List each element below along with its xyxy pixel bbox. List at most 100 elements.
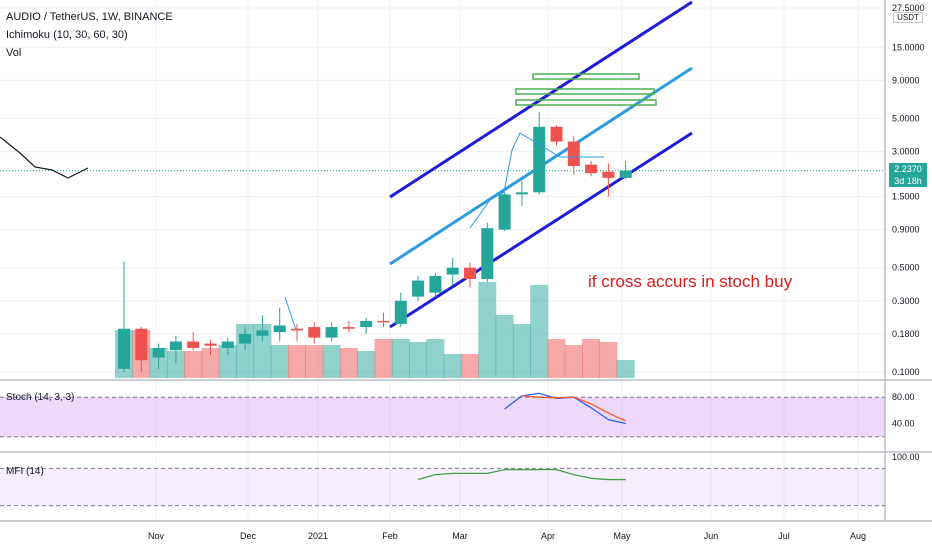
candle-body — [256, 330, 269, 336]
volume-bar — [253, 324, 272, 378]
volume-bar — [616, 360, 635, 378]
lagging-span-line — [0, 136, 89, 179]
candle-body — [169, 341, 182, 351]
candle-body — [412, 280, 425, 297]
volume-bar — [599, 342, 618, 378]
price-tick-label: 0.1800 — [892, 329, 920, 339]
stoch-label[interactable]: Stoch (14, 3, 3) — [6, 392, 75, 403]
price-tick-label: 27.5000 — [892, 3, 925, 13]
candle-body — [239, 333, 252, 344]
x-tick-label: May — [613, 531, 631, 541]
candle-body — [221, 341, 234, 348]
volume-bar — [512, 324, 531, 378]
candle-body — [308, 327, 321, 338]
candle-body — [429, 275, 442, 293]
candle-body — [187, 341, 200, 348]
target-box — [515, 88, 655, 95]
volume-bar — [582, 339, 601, 378]
candle-body — [550, 126, 563, 142]
volume-bar — [443, 354, 462, 378]
mfi-label[interactable]: MFI (14) — [6, 466, 44, 477]
channel-lower-line — [389, 131, 693, 329]
target-box — [532, 73, 640, 80]
annotation-text: if cross accurs in stoch buy — [588, 272, 793, 291]
candle-body — [464, 267, 476, 279]
candle-body — [498, 194, 511, 230]
candle-body — [377, 320, 390, 323]
target-box — [515, 99, 657, 106]
mfi-tick-label: 100.00 — [892, 452, 920, 462]
volume-bar — [478, 282, 497, 378]
price-tick-label: 0.1000 — [892, 367, 920, 377]
volume-bar — [166, 351, 185, 378]
volume-bar — [201, 348, 220, 378]
candle-body — [118, 328, 130, 369]
candle-body — [204, 343, 217, 346]
price-tick-label: 5.0000 — [892, 113, 920, 123]
volume-bar — [426, 339, 445, 378]
x-tick-label: Nov — [148, 531, 165, 541]
x-tick-label: Dec — [240, 531, 257, 541]
price-tick-label: 1.5000 — [892, 192, 920, 202]
volume-bar — [218, 345, 237, 378]
price-tick-label: 0.9000 — [892, 225, 920, 235]
candle-body — [135, 328, 148, 361]
candle-body — [619, 170, 632, 178]
stoch-tick-label: 40.00 — [892, 419, 915, 429]
candle-body — [585, 164, 598, 174]
price-tick-label: 3.0000 — [892, 147, 920, 157]
candle-body — [515, 192, 528, 195]
volume-bar — [184, 351, 203, 378]
price-tick-label: 0.3000 — [892, 296, 920, 306]
vol-label[interactable]: Vol — [6, 47, 22, 59]
currency-badge[interactable]: USDT — [893, 12, 923, 23]
x-tick-label: 2021 — [308, 531, 328, 541]
volume-bar — [288, 345, 306, 378]
volume-bar — [391, 339, 410, 378]
volume-bar — [564, 345, 583, 378]
volume-bar — [530, 285, 549, 378]
stoch-tick-label: 80.00 — [892, 392, 915, 402]
stoch-d-line — [521, 395, 626, 422]
price-tick-label: 15.0000 — [892, 42, 925, 52]
volume-bar — [495, 315, 514, 378]
candle-body — [273, 325, 286, 333]
ichimoku-label[interactable]: Ichimoku (10, 30, 60, 30) — [6, 29, 128, 41]
candle-body — [394, 300, 407, 324]
stoch-band — [0, 397, 885, 437]
volume-bar — [409, 342, 428, 378]
volume-bar — [357, 351, 376, 378]
candle-body — [602, 171, 615, 178]
volume-bar — [270, 345, 289, 378]
volume-bar — [461, 354, 479, 378]
volume-bar — [322, 345, 341, 378]
last-price-tag: 2.2370 — [889, 163, 927, 175]
x-tick-label: Apr — [541, 531, 555, 541]
volume-bars — [115, 282, 635, 378]
volume-bar — [305, 345, 324, 378]
candle-body — [533, 126, 546, 193]
candle-body — [152, 347, 165, 358]
x-tick-label: Mar — [452, 531, 468, 541]
grid — [0, 0, 885, 520]
conversion-line — [469, 132, 604, 229]
candle-body — [360, 320, 373, 328]
price-tick-label: 9.0000 — [892, 75, 920, 85]
x-tick-label: Aug — [850, 531, 866, 541]
x-tick-label: Jun — [704, 531, 719, 541]
stoch-pane: 80.00 40.00 — [0, 392, 915, 438]
ichimoku-overlay — [0, 132, 604, 331]
candles — [118, 112, 632, 372]
conversion-line — [284, 296, 297, 331]
mfi-pane: 100.00 — [0, 452, 920, 507]
candle-body — [481, 228, 494, 279]
volume-bar — [339, 348, 358, 378]
countdown-tag: 3d 18h — [889, 175, 927, 187]
symbol-title[interactable]: AUDIO / TetherUS, 1W, BINANCE — [6, 11, 173, 23]
candle-body — [342, 327, 355, 329]
volume-bar — [547, 339, 566, 378]
price-tick-label: 0.5000 — [892, 263, 920, 273]
x-tick-label: Jul — [778, 531, 790, 541]
